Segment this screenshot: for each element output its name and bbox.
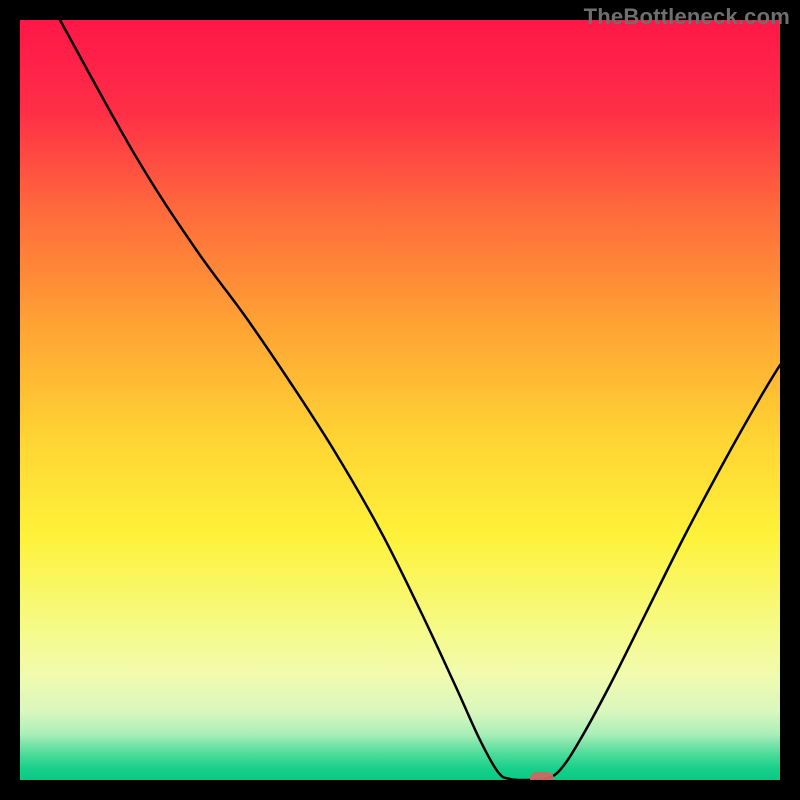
chart-canvas: TheBottleneck.com — [0, 0, 800, 800]
watermark-label: TheBottleneck.com — [584, 4, 790, 30]
chart-background — [20, 20, 780, 780]
bottleneck-chart — [0, 0, 800, 800]
